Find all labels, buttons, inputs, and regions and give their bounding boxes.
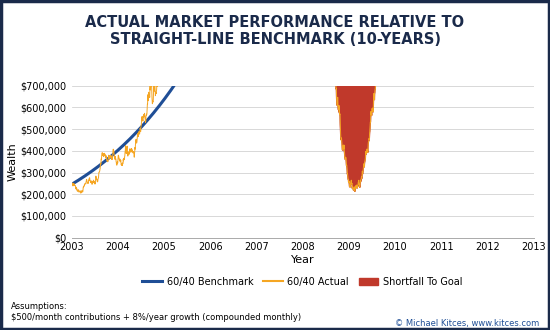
- Text: Assumptions:
$500/month contributions + 8%/year growth (compounded monthly): Assumptions: $500/month contributions + …: [11, 302, 301, 322]
- Text: ACTUAL MARKET PERFORMANCE RELATIVE TO
STRAIGHT-LINE BENCHMARK (10-YEARS): ACTUAL MARKET PERFORMANCE RELATIVE TO ST…: [85, 15, 465, 47]
- Text: © Michael Kitces, www.kitces.com: © Michael Kitces, www.kitces.com: [395, 319, 539, 328]
- Legend: 60/40 Benchmark, 60/40 Actual, Shortfall To Goal: 60/40 Benchmark, 60/40 Actual, Shortfall…: [139, 273, 466, 291]
- X-axis label: Year: Year: [291, 255, 314, 265]
- Y-axis label: Wealth: Wealth: [8, 142, 18, 181]
